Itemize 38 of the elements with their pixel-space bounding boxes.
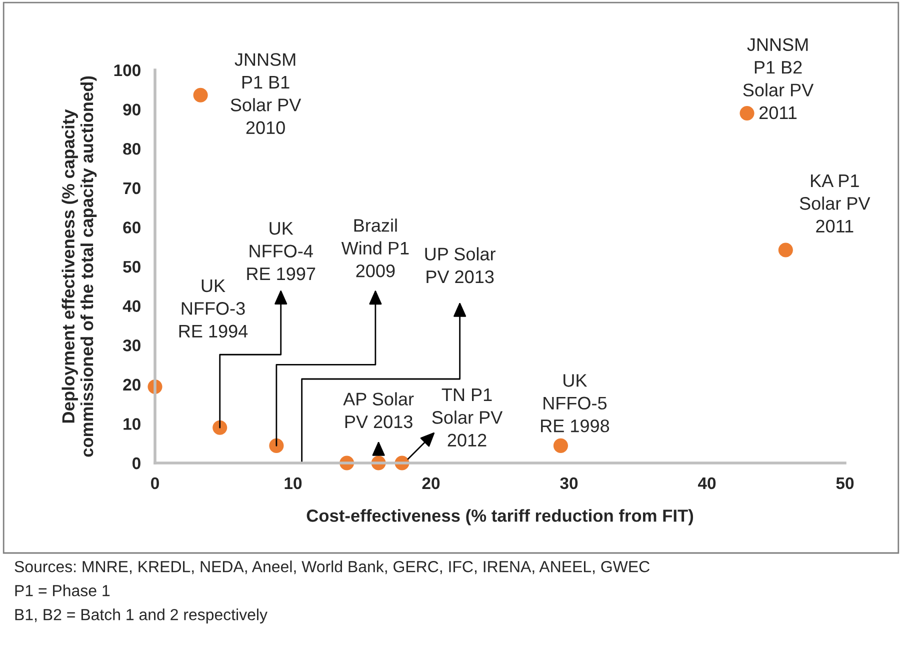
- annotation: TN P1 Solar PV 2012: [432, 388, 503, 447]
- point: [212, 420, 228, 435]
- point: [269, 438, 284, 453]
- annotation: JNNSM P1 B1 Solar PV 2010: [230, 53, 302, 134]
- x-tick-label: 20: [422, 477, 440, 490]
- y-tick-label: 0: [132, 457, 140, 470]
- x-axis-title: Cost-effectiveness (% tariff reduction from FIT): [306, 509, 694, 526]
- x-tick-label: 50: [836, 477, 854, 490]
- y-tick-label: 40: [122, 300, 140, 312]
- annotation: Brazil Wind P1 2009: [341, 218, 409, 278]
- x-tick-label: 40: [698, 477, 716, 490]
- y-tick-label: 90: [123, 104, 140, 116]
- point: [778, 242, 793, 258]
- point: [740, 106, 754, 121]
- y-tick-label: 10: [124, 418, 140, 430]
- y-tick-label: 70: [123, 182, 140, 194]
- text: B1, B2 = Batch 1 and 2 respectively: [15, 608, 268, 624]
- y-tick-label: 20: [123, 378, 140, 391]
- y-tick-label: 60: [123, 222, 140, 234]
- annotation: AP Solar PV 2013: [343, 392, 414, 428]
- source-note: Sources: MNRE, KREDL, NEDA, Aneel, World Bank, GERC, IFC, IRENA, ANEEL, GWEC: [14, 560, 650, 574]
- point: [553, 438, 568, 453]
- annotation: UK NFFO-5 RE 1998: [541, 374, 610, 432]
- x-tick-label: 10: [284, 477, 302, 490]
- y-tick-label: 80: [123, 143, 140, 155]
- y-tick-label: 50: [123, 260, 140, 273]
- point: [193, 88, 208, 102]
- text: P1 = Phase 1: [15, 584, 110, 596]
- y-tick-label: 100: [114, 64, 140, 76]
- annotation: UP Solar PV 2013: [425, 247, 496, 284]
- y-tick-label: 30: [122, 340, 140, 352]
- y-axis-title: Deployment effectiveness (% capacity commissioned of the total capacity auctioned): [62, 76, 97, 457]
- x-tick-label: 30: [560, 477, 578, 490]
- x-tick-label: 0: [151, 477, 159, 490]
- annotation: KA P1 Solar PV 2011: [800, 174, 870, 233]
- annotation: JNNSM P1 B2 Solar PV 2011: [743, 38, 814, 120]
- annotation: UK NFFO-3 RE 1994: [179, 280, 248, 338]
- annotation: UK NFFO-4 RE 1997: [247, 222, 316, 280]
